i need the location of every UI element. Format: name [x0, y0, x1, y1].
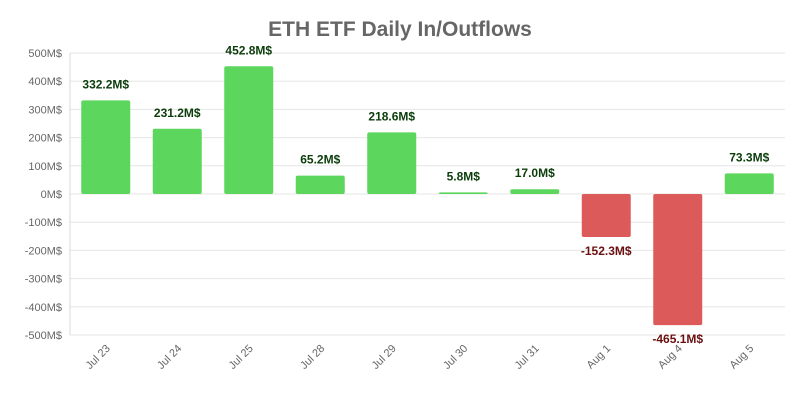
y-tick-label: 0M$ — [41, 189, 62, 201]
x-tick-label: Aug 5 — [728, 343, 757, 372]
x-tick-label: Jul 25 — [227, 343, 256, 372]
data-label: 231.2M$ — [154, 106, 201, 120]
x-axis: Jul 23 Jul 24 Jul 25 Jul 28 Jul 29 Jul 30 Jul … — [84, 343, 757, 372]
x-tick-label: Jul 23 — [84, 343, 113, 372]
y-tick-label: -400M$ — [25, 302, 62, 314]
y-tick-label: 100M$ — [28, 161, 62, 173]
y-tick-label: 500M$ — [28, 48, 62, 60]
x-tick-label: Jul 29 — [370, 343, 399, 372]
chart-title: ETH ETF Daily In/Outflows — [268, 18, 532, 41]
data-label: -465.1M$ — [652, 332, 703, 346]
data-label: 452.8M$ — [225, 43, 272, 57]
data-label: 332.2M$ — [82, 77, 129, 91]
bar-aug-5 — [724, 173, 774, 194]
y-tick-label: -100M$ — [25, 217, 62, 229]
bar-aug-4 — [653, 194, 703, 326]
y-axis: 500M$ 400M$ 300M$ 200M$ 100M$ 0M$ -100M$ -200M$… — [25, 48, 62, 342]
data-label: 65.2M$ — [300, 153, 340, 167]
grid-lines — [69, 52, 785, 336]
x-tick-label: Aug 4 — [656, 343, 685, 372]
bar-jul-31 — [510, 189, 560, 194]
bar-jul-23 — [81, 100, 131, 194]
y-tick-label: -500M$ — [25, 330, 62, 342]
bar-jul-30 — [438, 192, 488, 194]
bar-jul-29 — [367, 132, 417, 194]
bar-jul-28 — [295, 175, 345, 194]
x-tick-label: Aug 1 — [585, 343, 614, 372]
data-labels: 332.2M$ 231.2M$ 452.8M$ 65.2M$ 218.6M$ 5.8M$ 1… — [82, 43, 769, 346]
data-label: 5.8M$ — [447, 169, 481, 183]
data-label: 73.3M$ — [729, 150, 769, 164]
y-tick-label: 400M$ — [28, 76, 62, 88]
x-tick-label: Jul 30 — [441, 343, 470, 372]
bars — [81, 66, 774, 326]
x-tick-label: Jul 28 — [298, 343, 327, 372]
x-tick-label: Jul 31 — [513, 343, 542, 372]
x-tick-label: Jul 24 — [155, 343, 184, 372]
data-label: 17.0M$ — [515, 166, 555, 180]
data-label: 218.6M$ — [368, 109, 415, 123]
y-tick-label: 200M$ — [28, 133, 62, 145]
y-tick-label: 300M$ — [28, 104, 62, 116]
bar-aug-1 — [581, 194, 631, 237]
bar-jul-25 — [224, 66, 274, 194]
y-tick-label: -300M$ — [25, 274, 62, 286]
y-tick-label: -200M$ — [25, 245, 62, 257]
bar-jul-24 — [152, 128, 202, 194]
data-label: -152.3M$ — [581, 244, 632, 258]
